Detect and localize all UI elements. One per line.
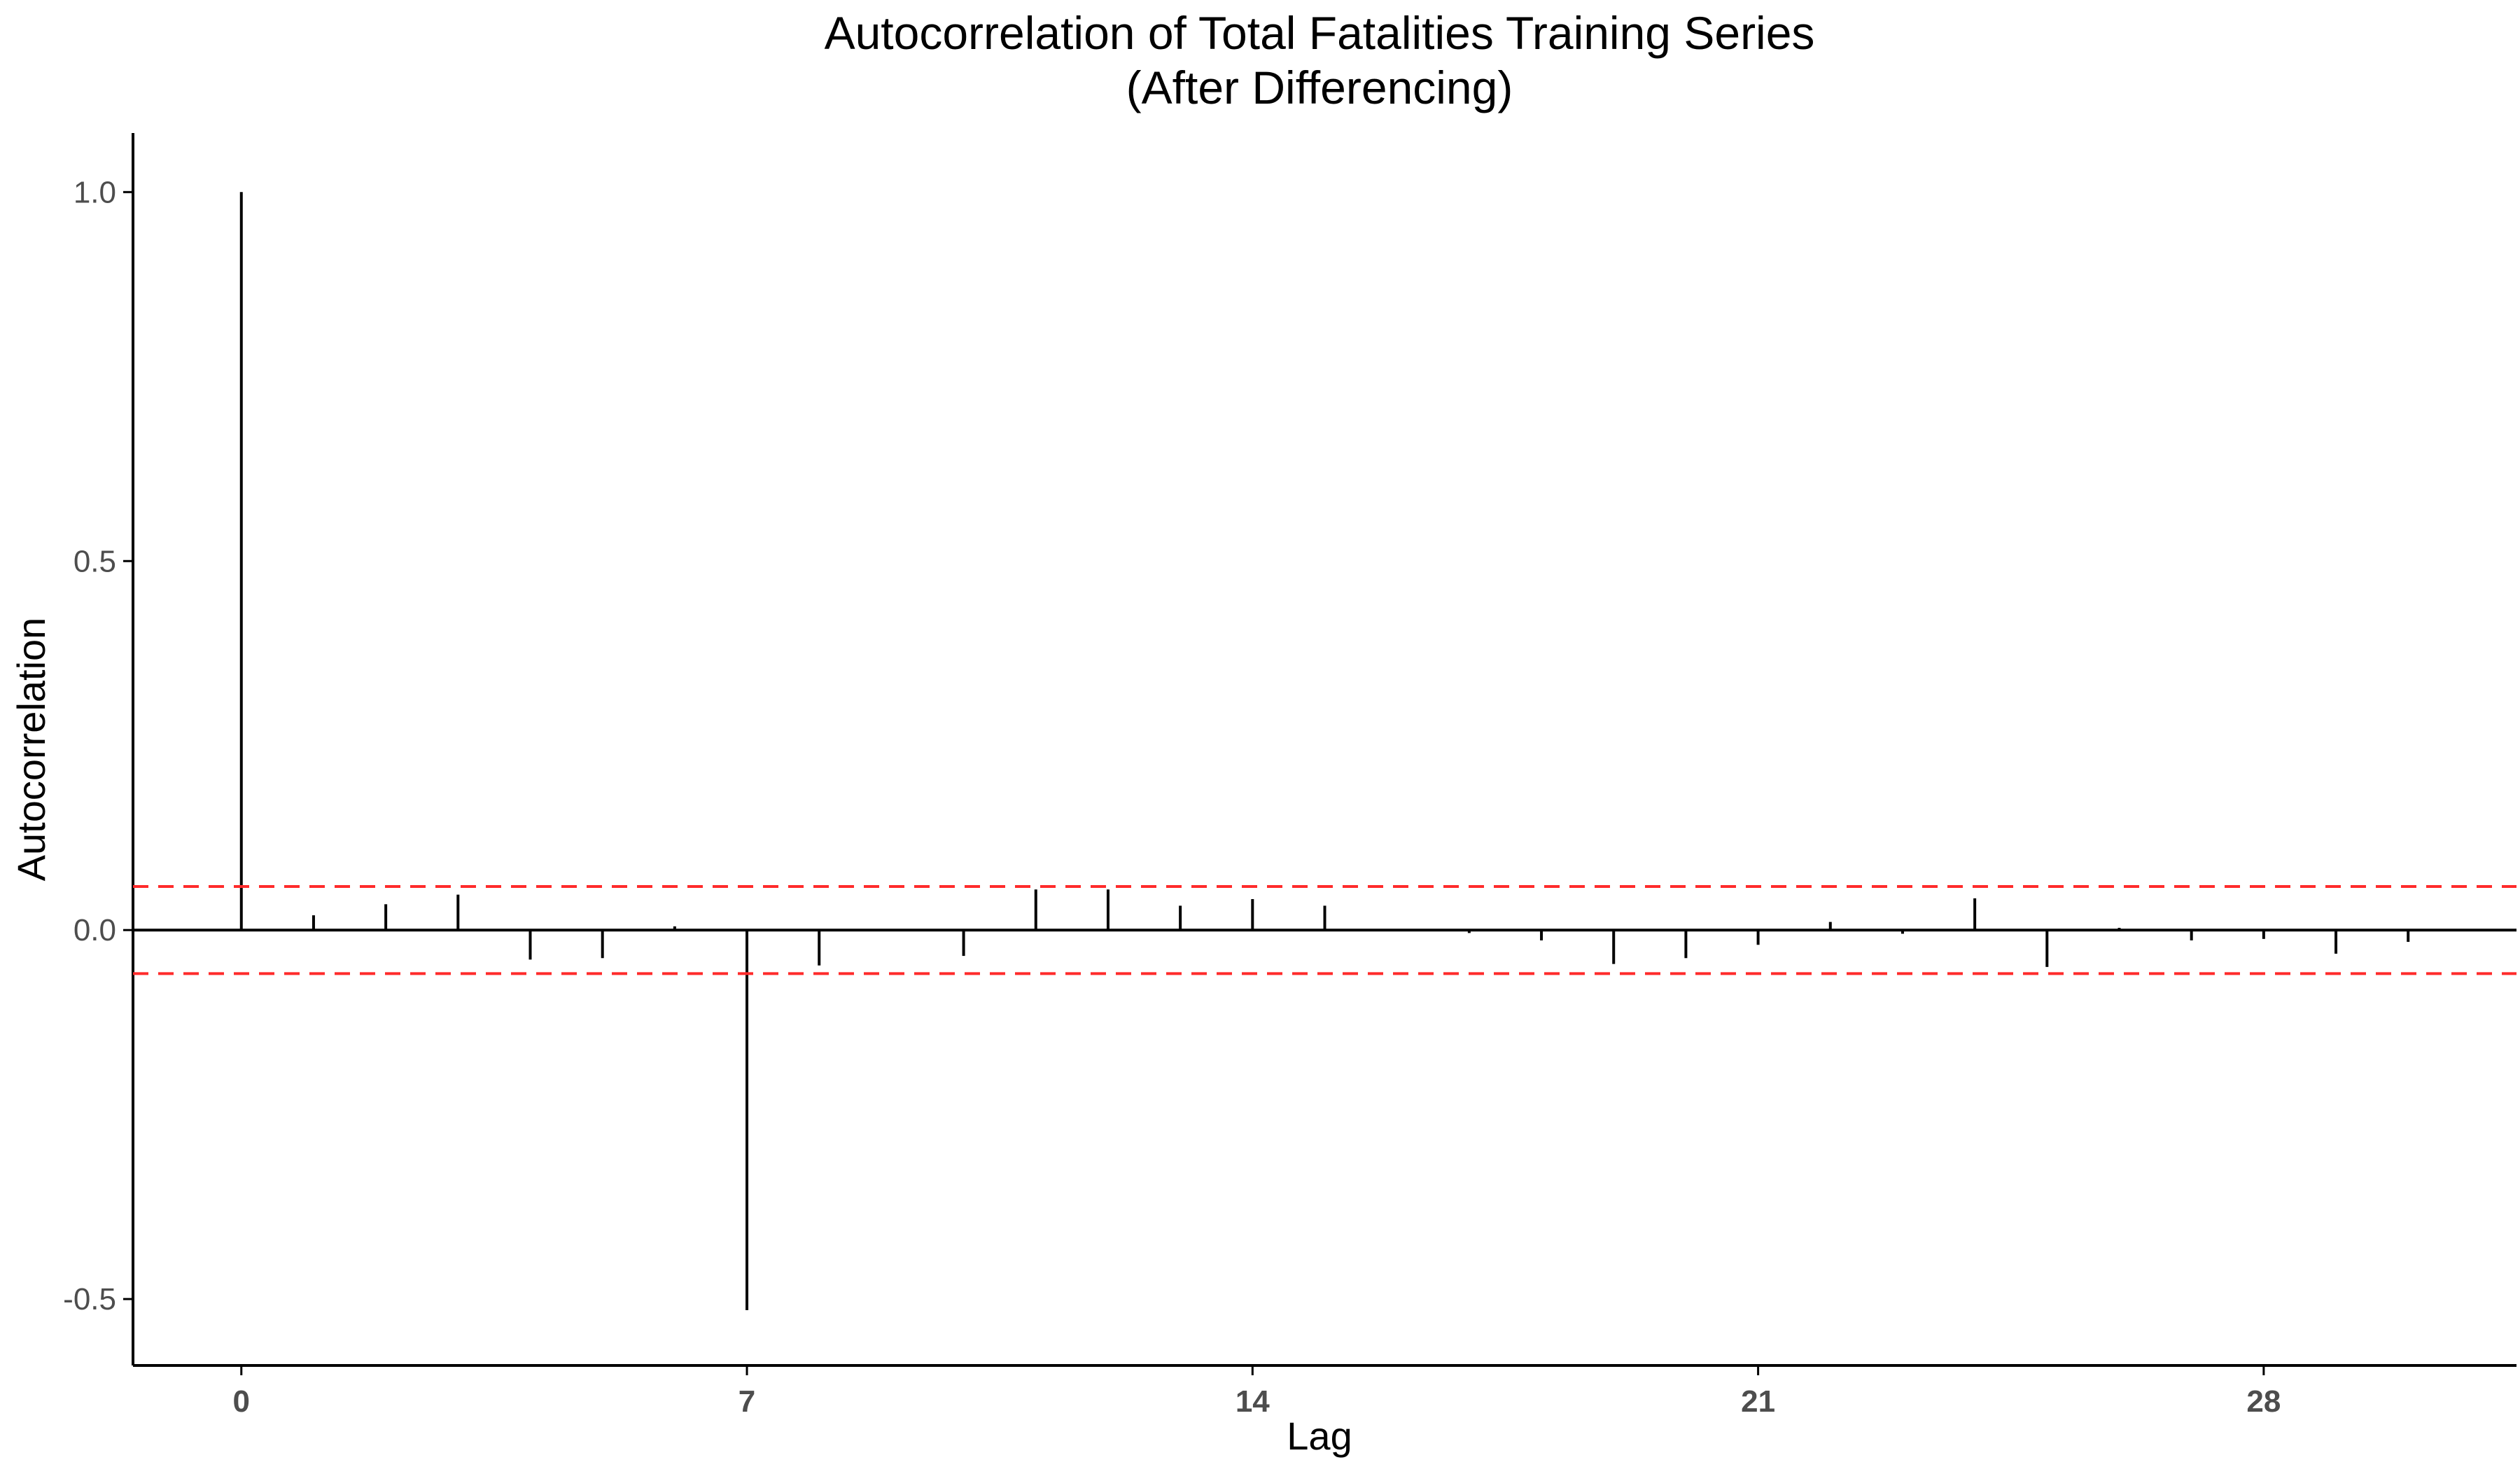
y-tick-label: -0.5 (63, 1282, 116, 1316)
chart-title-line-2: (After Differencing) (1126, 62, 1513, 113)
chart-title-line-1: Autocorrelation of Total Fatalities Trai… (825, 7, 1815, 59)
x-tick-label: 7 (738, 1384, 755, 1419)
y-tick-label: 1.0 (74, 175, 116, 209)
y-tick-label: 0.5 (74, 544, 116, 578)
y-tick-label: 0.0 (74, 913, 116, 947)
x-axis-title: Lag (1287, 1414, 1352, 1458)
x-tick-label: 28 (2246, 1384, 2281, 1419)
y-axis-title: Autocorrelation (9, 618, 53, 882)
x-tick-label: 14 (1236, 1384, 1270, 1419)
plot-area: -0.5 0.0 0.5 1.0 0 7 14 21 28 (63, 133, 2516, 1419)
chart-title: Autocorrelation of Total Fatalities Trai… (825, 7, 1815, 113)
x-tick-label: 21 (1741, 1384, 1775, 1419)
x-tick-label: 0 (233, 1384, 250, 1419)
